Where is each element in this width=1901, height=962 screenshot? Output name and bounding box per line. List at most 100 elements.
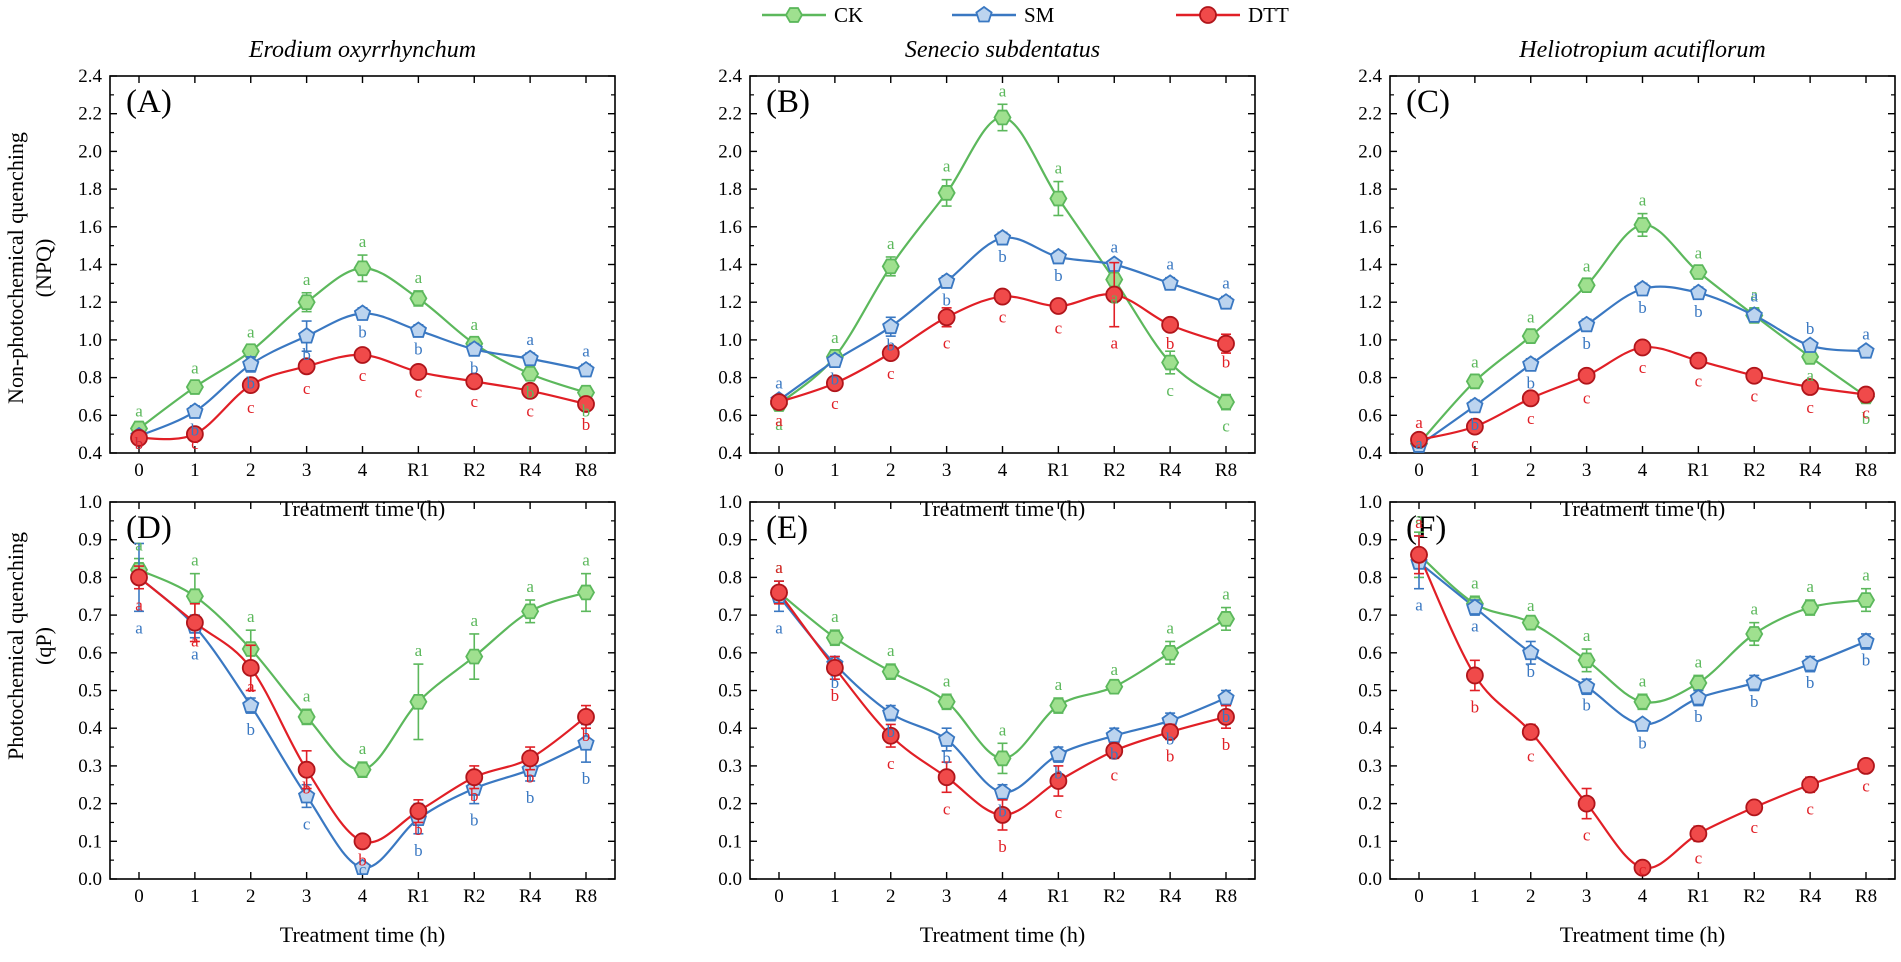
data-point [1745, 626, 1764, 642]
data-point [409, 363, 428, 381]
data-point [1522, 355, 1540, 372]
qp-axis-title: Photochemical quenching (qP) [3, 532, 56, 760]
significance-letter: b [1806, 673, 1815, 692]
panel-d: 0.0 0.1 0.2 0.3 0.4 0.5 0.6 0.7 0.8 0.9 1.0 0 1 2 3 4 R1… [78, 492, 616, 947]
y-tick-label: 0.3 [1358, 756, 1382, 777]
data-point [1049, 190, 1068, 207]
x-tick-label: R2 [1743, 460, 1765, 481]
y-tick-label: 0.8 [78, 368, 102, 389]
y-tick-label: 1.8 [718, 179, 742, 200]
data-point [1217, 293, 1235, 310]
data-point [1577, 277, 1596, 294]
plot-frame [109, 501, 616, 880]
significance-letter: a [415, 641, 423, 660]
significance-letter: c [1750, 818, 1758, 837]
significance-letter: a [1222, 274, 1230, 293]
significance-letters-dtt: a b c c c c c c c [1415, 513, 1870, 879]
significance-letter: c [1527, 747, 1535, 766]
data-point [353, 346, 372, 364]
significance-letter: c [1583, 388, 1591, 407]
x-tick-label: 2 [1526, 886, 1536, 907]
data-point [1466, 396, 1484, 414]
data-point [1801, 336, 1819, 353]
data-point [1161, 315, 1180, 334]
significance-letter: b [1166, 730, 1175, 749]
significance-letter: b [191, 421, 200, 440]
x-tick-label: R4 [1799, 886, 1822, 907]
legend-label: DTT [1248, 3, 1289, 27]
x-tick-label: 1 [830, 886, 840, 907]
data-point [1577, 652, 1596, 669]
data-point [297, 786, 316, 804]
significance-letter: a [1750, 285, 1758, 304]
significance-letter: a [1471, 617, 1479, 636]
significance-letter: c [1055, 319, 1063, 338]
species-title: Senecio subdentatus [905, 37, 1100, 63]
data-point [1161, 354, 1180, 371]
series-points-dtt [1410, 338, 1875, 449]
significance-letter: c [831, 394, 839, 413]
y-tick-label: 0.1 [718, 831, 742, 852]
data-point [881, 258, 900, 275]
significance-letter: a [1639, 671, 1647, 690]
data-point [241, 658, 260, 677]
data-point [1049, 772, 1068, 790]
significance-letter: b [1471, 415, 1480, 434]
x-tick-label: R1 [1687, 460, 1709, 481]
significance-letter: c [943, 334, 951, 353]
y-tick-label: 1.8 [78, 179, 102, 200]
data-point [353, 761, 372, 778]
significance-letter: c [415, 383, 423, 402]
x-tick-label: 0 [774, 460, 784, 481]
npq-axis-title-line: (NPQ) [31, 239, 56, 298]
data-point [1216, 611, 1236, 627]
legend-marker-circle-icon [1199, 6, 1217, 24]
series-points-dtt [130, 346, 595, 447]
significance-letter: b [582, 726, 591, 745]
data-point [1217, 688, 1235, 706]
data-point [576, 584, 596, 601]
x-tick-label: 1 [830, 460, 840, 481]
significance-letter: a [1166, 255, 1174, 274]
data-point [993, 228, 1012, 246]
x-tick-label: 2 [246, 886, 256, 907]
significance-letter: a [1750, 600, 1758, 619]
significance-letter: c [1110, 765, 1118, 784]
significance-letter: a [1750, 287, 1758, 306]
significance-letter: b [1527, 662, 1536, 681]
significance-letter: b [358, 850, 367, 869]
data-point [1521, 614, 1540, 631]
data-point [1105, 678, 1124, 695]
panel-label: (D) [126, 510, 172, 546]
significance-letter: c [1806, 398, 1814, 417]
y-tick-label: 0.8 [718, 368, 742, 389]
significance-letter: b [302, 779, 311, 798]
significance-letter: a [247, 677, 255, 696]
significance-letter: c [1527, 409, 1535, 428]
data-point [1577, 677, 1596, 695]
panel-e: 0.0 0.1 0.2 0.3 0.4 0.5 0.6 0.7 0.8 0.9 1.0 0 1 2 3 4 R1… [718, 492, 1256, 947]
x-tick-label: 2 [246, 460, 256, 481]
data-point [409, 802, 428, 821]
significance-letter: b [526, 383, 535, 402]
y-tick-label: 0.4 [78, 718, 102, 739]
significance-letter: a [191, 358, 199, 377]
y-tick-label: 1.6 [78, 217, 102, 238]
significance-letter: b [831, 370, 840, 389]
significance-letter: b [1638, 298, 1647, 317]
significance-letter: b [1582, 696, 1591, 715]
series-line-dtt [778, 591, 1227, 817]
significance-letter: c [887, 364, 895, 383]
significance-letter: a [1415, 509, 1423, 528]
data-point [1049, 297, 1068, 315]
panel-f: 0.0 0.1 0.2 0.3 0.4 0.5 0.6 0.7 0.8 0.9 1.0 0 1 2 3 4 R1… [1358, 492, 1896, 947]
data-point [297, 357, 316, 376]
data-point [242, 696, 260, 713]
data-point [1521, 723, 1540, 741]
legend-label: SM [1024, 3, 1055, 27]
significance-letter: a [831, 328, 839, 347]
x-tick-label: 2 [1526, 460, 1536, 481]
